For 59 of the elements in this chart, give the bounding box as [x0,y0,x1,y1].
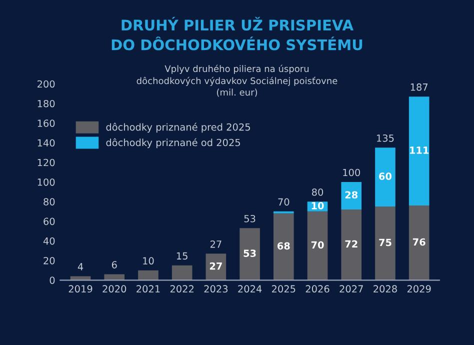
y-tick-label: 80 [44,198,55,206]
legend-label: dôchodky priznané od 2025 [106,138,240,148]
y-tick-label: 200 [37,80,55,88]
x-tick-label: 2020 [102,285,126,293]
x-tick-label: 2026 [306,285,330,293]
bar [408,96,430,206]
y-tick-label: 0 [50,276,55,284]
total-label: 53 [244,214,256,222]
chart-subtitle: Vplyv druhého piliera na úsporu dôchodkových výdavkov Sociálnej poisťovne (mil. eur) [136,64,338,97]
y-tick-label: 60 [44,218,55,226]
data-label: 76 [412,238,426,246]
x-tick-label: 2022 [170,285,194,293]
total-label: 80 [312,188,324,196]
data-label: 28 [345,191,358,199]
data-label: 75 [379,238,392,246]
chart-title: DRUHÝ PILIER UŽ PRISPIEVA DO DÔCHODKOVÉHO SYSTÉMU [112,16,362,50]
bar [307,211,328,280]
y-tick-label: 120 [38,158,55,166]
bar [408,206,430,280]
total-label: 187 [410,83,428,91]
bar [274,213,294,280]
total-label: 10 [143,257,154,265]
data-label: 111 [410,146,429,154]
data-label: 27 [210,262,222,270]
x-tick-label: 2027 [340,285,363,293]
bar [341,182,362,210]
bar [341,209,362,280]
x-tick-label: 2023 [204,285,228,293]
bar [375,206,396,280]
x-tick-label: 2021 [136,285,160,293]
x-tick-label: 2025 [272,285,296,293]
y-tick-label: 20 [44,256,55,264]
x-tick-label: 2024 [238,285,262,293]
x-tick-label: 2029 [407,285,431,293]
bar [138,270,158,280]
y-tick-label: 140 [38,139,55,147]
total-label: 6 [112,261,117,268]
bar [172,265,192,280]
data-label: 60 [379,172,392,180]
data-label: 70 [311,241,324,249]
total-label: 100 [343,168,360,176]
y-tick-label: 180 [38,100,55,108]
data-label: 53 [244,250,256,257]
x-tick-label: 2028 [374,285,397,293]
total-label: 15 [176,252,188,260]
data-label: 68 [277,242,290,250]
y-tick-label: 40 [43,237,55,245]
y-tick-label: 160 [38,120,55,127]
legend-label: dôchodky priznané pred 2025 [106,122,250,133]
total-label: 4 [78,263,84,270]
data-label: 10 [312,202,324,210]
total-label: 27 [210,240,222,248]
bar [375,148,396,207]
total-label: 70 [278,198,290,206]
total-label: 135 [377,134,394,142]
bar [240,228,260,280]
y-tick-label: 100 [38,178,55,186]
x-tick-label: 2019 [68,285,92,293]
data-label: 72 [345,240,358,248]
